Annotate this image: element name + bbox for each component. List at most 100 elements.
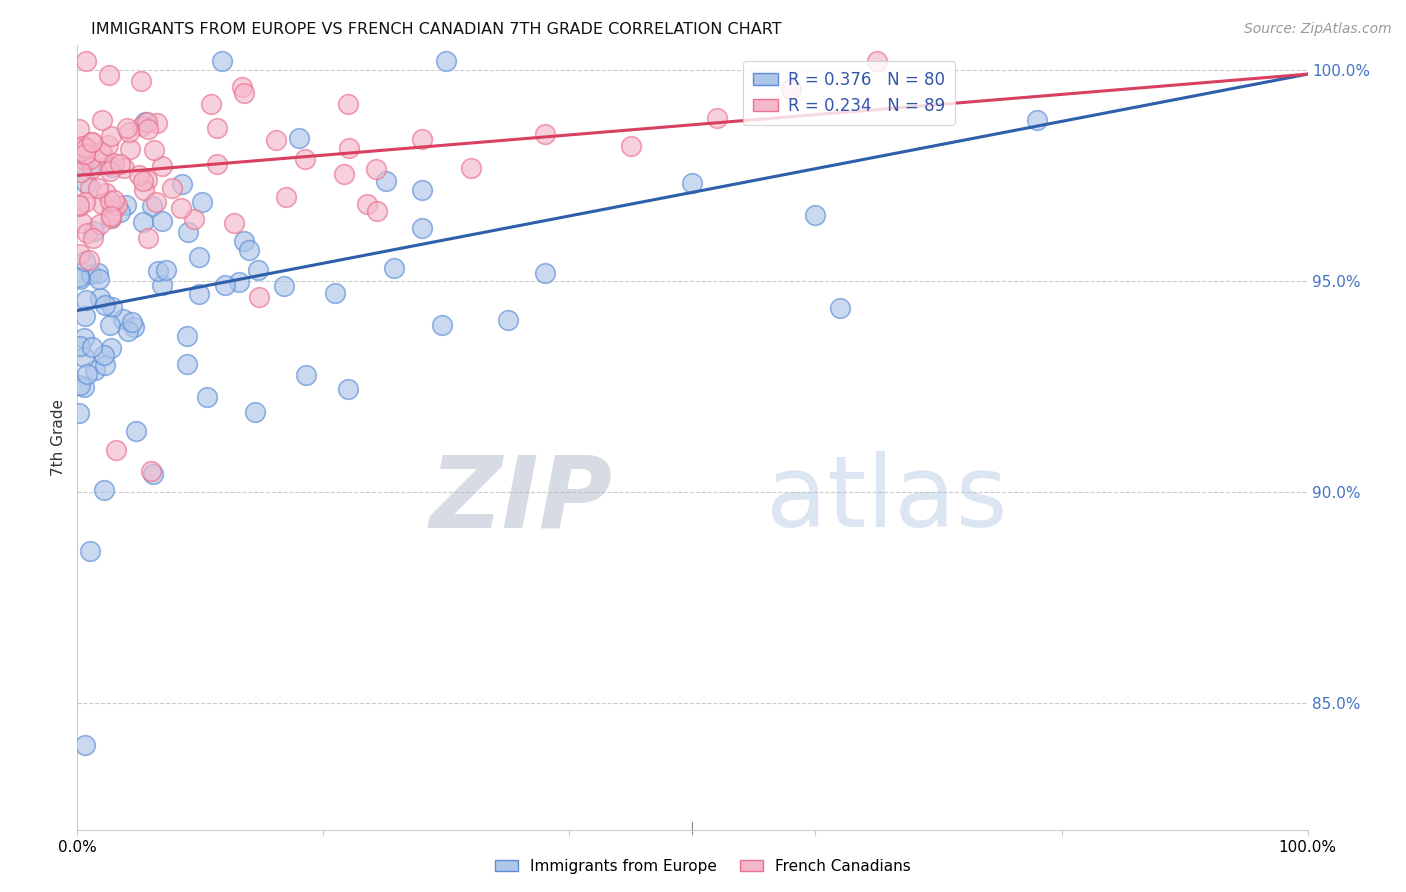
Point (323, 285, 346, 300)
Point (100, 205, 122, 219)
Point (190, 194, 212, 209)
Point (97, 68, 120, 82)
Point (176, 329, 198, 343)
Point (69, 339, 91, 353)
Point (73, 254, 96, 268)
Point (411, 221, 433, 235)
Point (72, 331, 94, 345)
Point (411, 131, 433, 145)
Point (780, 81, 803, 95)
Point (366, 204, 388, 219)
Point (1026, 112, 1049, 127)
Point (98, 194, 121, 208)
Point (337, 140, 360, 154)
Point (75, 293, 97, 308)
Point (67, 270, 90, 285)
Point (101, 300, 124, 314)
Point (75, 141, 97, 155)
Point (136, 114, 159, 128)
Point (128, 168, 150, 182)
Point (205, 120, 228, 135)
Point (73, 309, 96, 323)
Point (150, 214, 173, 228)
Point (136, 230, 159, 244)
Point (75, 195, 97, 210)
Point (83, 363, 105, 377)
Point (103, 193, 125, 207)
Point (87, 266, 110, 280)
Point (73, 146, 96, 161)
Point (69, 247, 91, 261)
Point (76, 226, 98, 240)
Point (534, 127, 557, 141)
Point (294, 153, 316, 167)
Point (100, 211, 122, 226)
Point (69, 144, 91, 158)
Point (100, 211, 122, 225)
Point (100, 129, 122, 144)
Point (67, 198, 90, 212)
Point (169, 202, 191, 216)
Point (118, 142, 141, 156)
Point (69, 378, 91, 392)
Point (496, 312, 519, 326)
Point (374, 174, 396, 188)
Point (117, 120, 139, 135)
Point (142, 467, 165, 482)
Point (69, 165, 91, 179)
Point (382, 260, 405, 275)
Point (91, 145, 114, 159)
Point (142, 144, 165, 158)
Point (79, 544, 101, 558)
Point (214, 278, 236, 293)
Point (72, 139, 94, 153)
Point (70, 145, 93, 159)
Point (177, 225, 200, 239)
Point (145, 195, 167, 210)
Point (82, 231, 104, 245)
Point (98, 159, 121, 173)
Point (232, 234, 254, 248)
Point (94, 186, 117, 200)
Point (72, 157, 94, 171)
Point (274, 190, 297, 204)
Y-axis label: 7th Grade: 7th Grade (51, 399, 66, 475)
Text: atlas: atlas (766, 451, 1008, 549)
Point (89, 217, 111, 231)
Point (273, 278, 295, 293)
Point (222, 216, 245, 230)
Point (75, 54, 97, 69)
Point (195, 390, 218, 404)
Point (136, 172, 159, 186)
Point (98, 164, 121, 178)
Text: Source: ZipAtlas.com: Source: ZipAtlas.com (1244, 22, 1392, 37)
Point (183, 212, 205, 227)
Point (115, 198, 138, 212)
Point (108, 205, 131, 219)
Point (89, 145, 111, 159)
Point (152, 278, 174, 293)
Point (80, 135, 103, 149)
Point (103, 202, 125, 217)
Point (337, 382, 360, 396)
Point (134, 115, 156, 129)
Point (70, 216, 93, 230)
Point (136, 122, 159, 136)
Point (139, 464, 162, 478)
Point (172, 178, 194, 192)
Point (866, 54, 889, 69)
Point (188, 250, 211, 264)
Point (100, 342, 122, 356)
Point (79, 252, 101, 267)
Point (534, 266, 557, 280)
Point (830, 301, 852, 315)
Point (73, 351, 96, 365)
Point (90, 197, 112, 211)
Point (804, 209, 827, 223)
Point (72, 380, 94, 394)
Point (93, 483, 115, 497)
Point (73, 738, 96, 752)
Point (205, 156, 228, 170)
Point (122, 320, 145, 334)
Point (82, 161, 104, 175)
